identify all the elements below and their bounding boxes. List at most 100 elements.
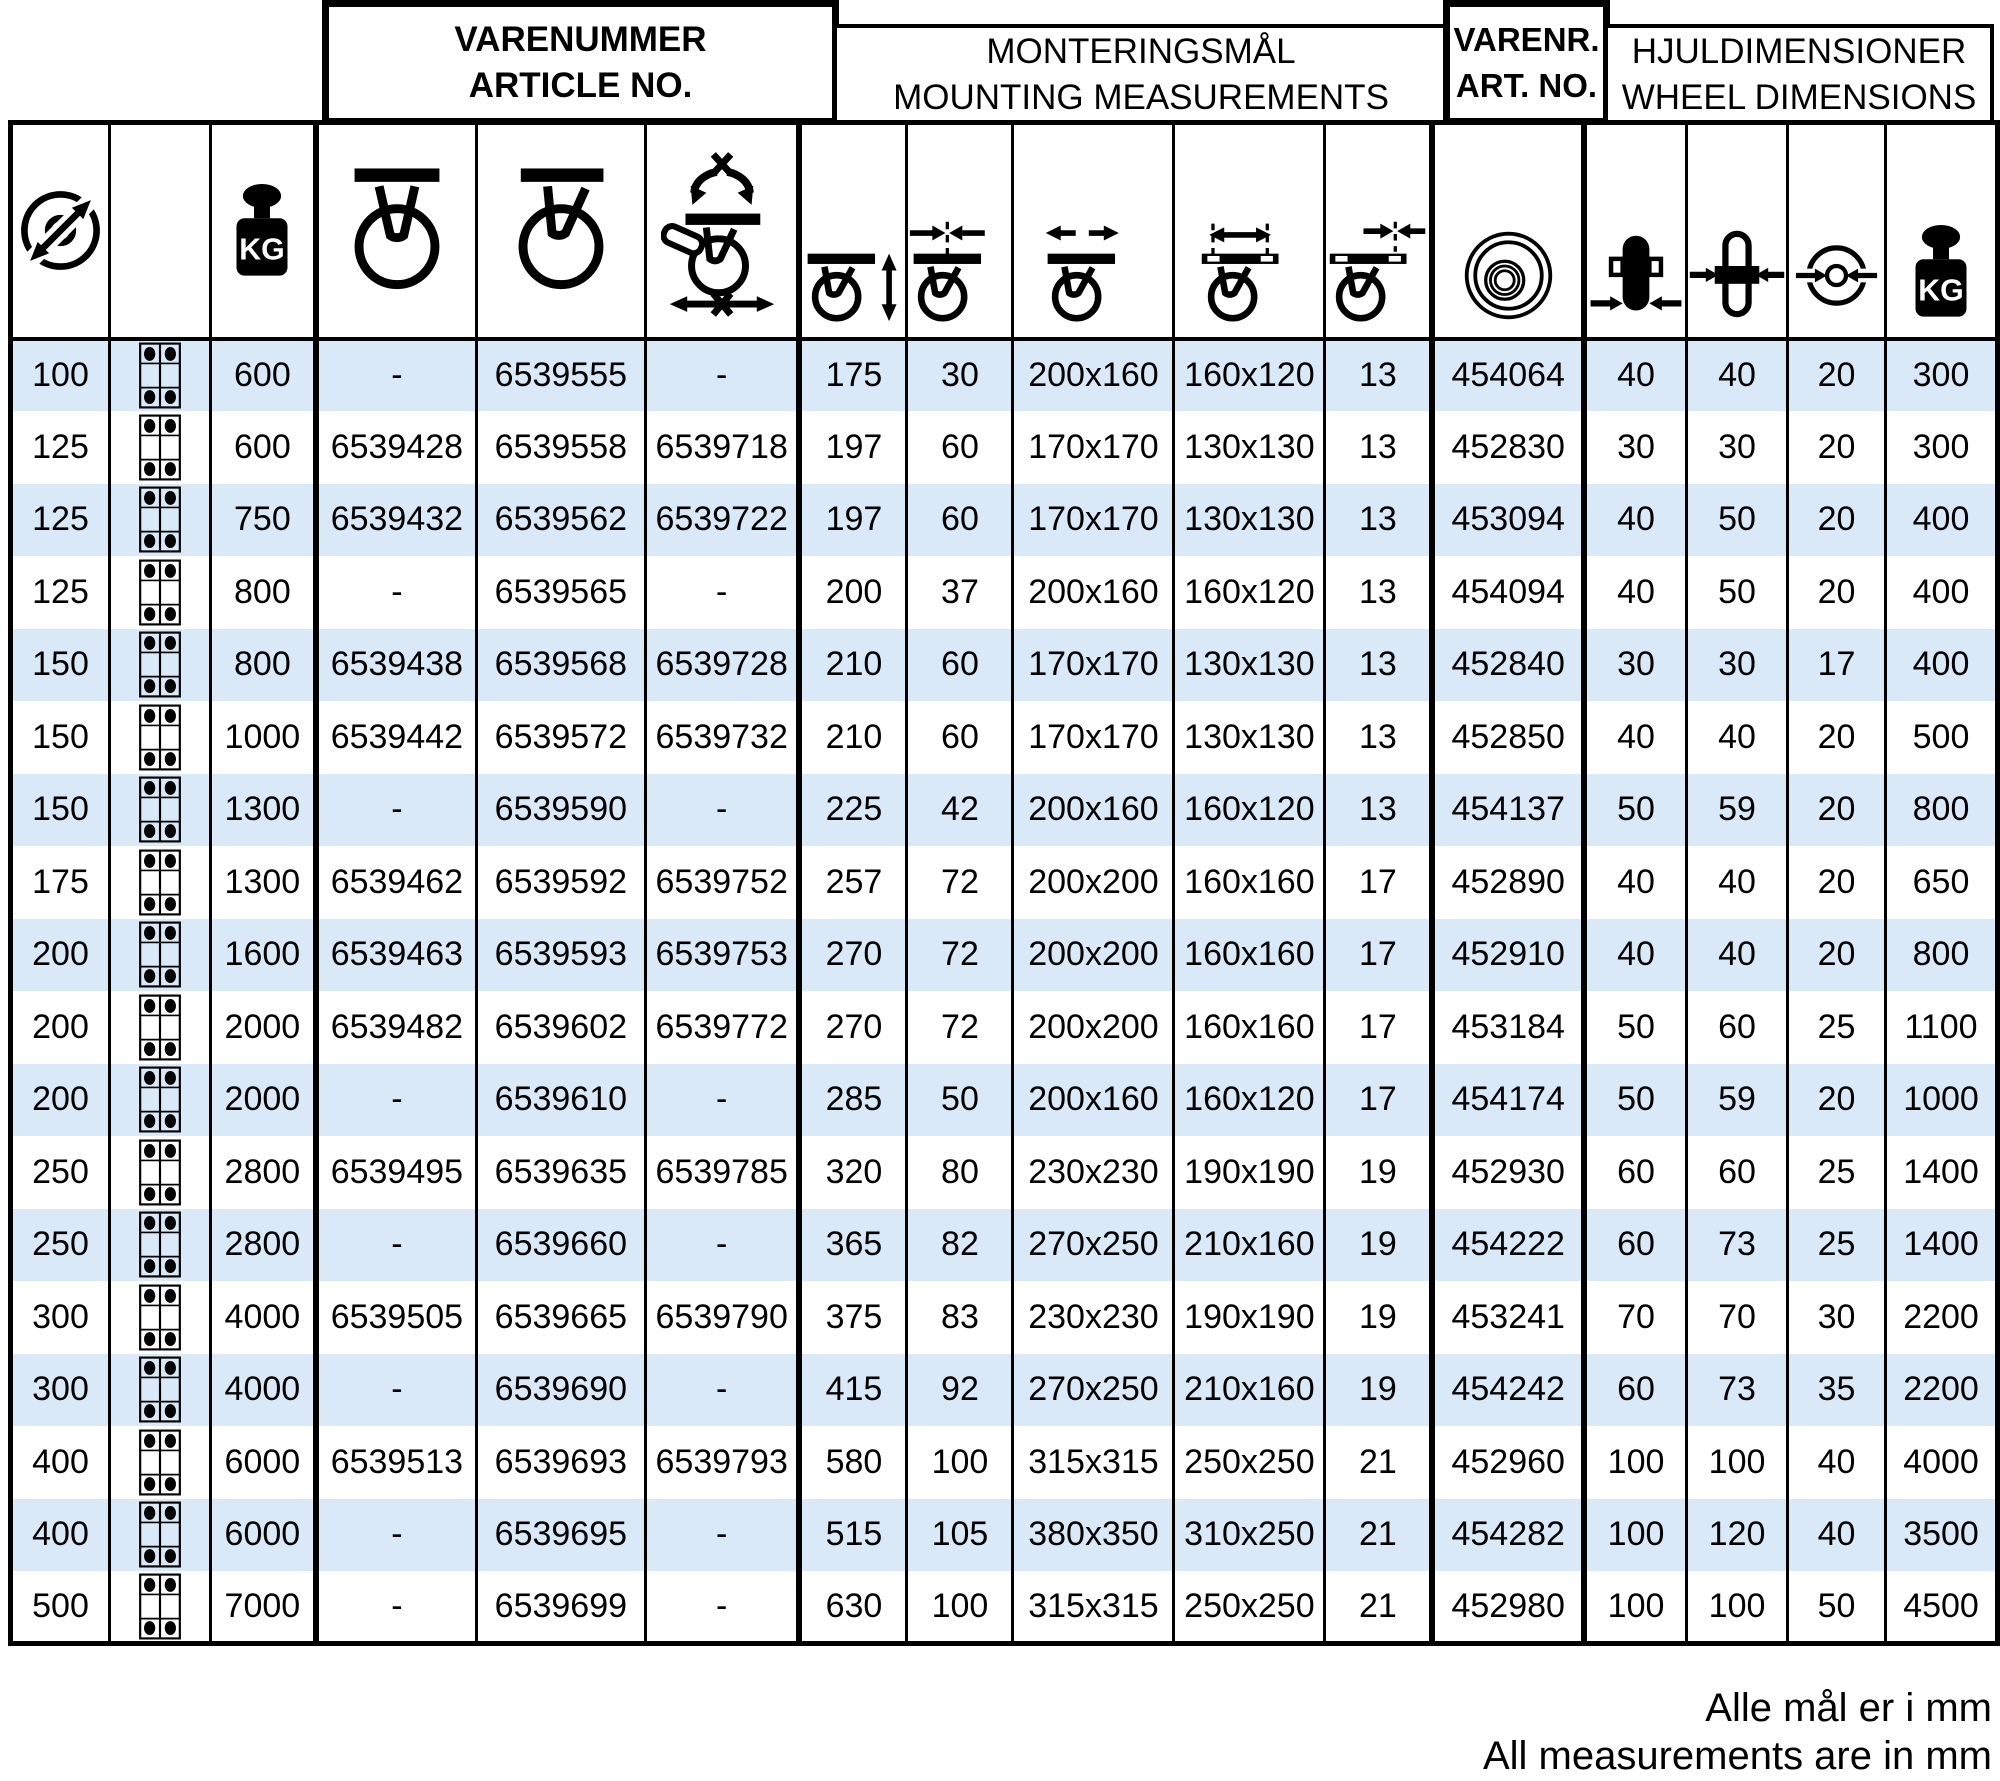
cell-swivel-offset: 105 (905, 1498, 1013, 1571)
cell-wheel-width: 100 (1581, 1571, 1687, 1644)
cell-wheel-width: 40 (1581, 338, 1687, 411)
cell-max-load: 650 (1884, 846, 1998, 919)
cell-hub-length: 100 (1685, 1571, 1788, 1644)
cell-load-capacity: 2000 (208, 991, 317, 1064)
header-mounting-height (796, 122, 907, 341)
cell-wheel-width: 50 (1581, 773, 1687, 846)
cell-wheel-diameter: 300 (10, 1353, 110, 1426)
cell-hub-length: 40 (1685, 846, 1788, 919)
cell-load-capacity: 4000 (208, 1281, 317, 1354)
cell-wheel-diameter: 125 (32, 572, 89, 611)
cell-hub-length: 50 (1685, 483, 1788, 556)
cell-load-capacity: 2800 (208, 1136, 317, 1209)
bolt-pattern-icon (138, 1429, 181, 1496)
cell-wheel-width: 40 (1581, 918, 1687, 991)
cell-plate-size: 270x250 (1011, 1353, 1174, 1426)
bolt-pattern-icon (138, 776, 181, 843)
cell-max-load: 4500 (1884, 1571, 1998, 1644)
cell-wheel-diameter: 500 (32, 1586, 89, 1625)
bolt-pattern-icon (138, 1284, 181, 1351)
cell-plate-size: 200x200 (1011, 991, 1174, 1064)
cell-bolt-pattern (108, 1426, 211, 1499)
cell-wheel-diameter: 300 (32, 1297, 89, 1336)
bolt-pattern-icon (138, 1356, 181, 1423)
cell-bolt-pattern (108, 1498, 211, 1571)
cell-wheel-article-no: 454064 (1429, 338, 1585, 411)
cell-plate-size: 170x170 (1011, 483, 1174, 556)
cell-hub-length: 60 (1685, 1136, 1788, 1209)
header-plate-size (1011, 122, 1174, 341)
cell-wheel-article-no: 453241 (1429, 1281, 1585, 1354)
wheel-icon (1464, 231, 1552, 319)
cell-wheel-diameter: 400 (10, 1498, 110, 1571)
cell-hub-length: 73 (1685, 1208, 1788, 1281)
table-row: 400 6000 6539513 6539693 6539793 580 100 315x3… (11, 1426, 1998, 1499)
cell-mounting-height: 197 (796, 483, 907, 556)
cell-article-no-swivel: 6539592 (474, 846, 646, 919)
cell-wheel-article-no: 454094 (1429, 556, 1585, 629)
cell-swivel-offset: 72 (905, 918, 1013, 991)
cell-mounting-height: 320 (796, 1136, 907, 1209)
cell-bore-diameter: 20 (1786, 483, 1886, 556)
cell-plate-size: 270x250 (1011, 1208, 1174, 1281)
hub-length-icon (1689, 230, 1785, 317)
bolt-pattern-icon (138, 849, 181, 916)
header-max-load: KG (1884, 122, 1998, 341)
cell-bolt-hole-diameter: 13 (1323, 701, 1433, 774)
table-row: 500 7000-6539699-630 100 315x315 250x250 21 4… (11, 1571, 1998, 1644)
cell-article-no-swivel-total-brake: 6539728 (643, 628, 800, 701)
bolt-pattern-icon (138, 342, 181, 409)
wheel-width-icon (1590, 235, 1682, 311)
cell-swivel-offset: 83 (905, 1281, 1013, 1354)
cell-mounting-height: 210 (796, 628, 907, 701)
cell-wheel-diameter: 175 (32, 862, 89, 901)
cell-article-no-swivel: 6539699 (474, 1571, 646, 1644)
cell-hub-length: 30 (1685, 628, 1788, 701)
cell-article-no-fixed: 6539513 (313, 1426, 477, 1499)
cell-plate-size: 380x350 (1011, 1498, 1174, 1571)
cell-bolt-hole-diameter: 13 (1323, 411, 1433, 484)
cell-wheel-width: 40 (1581, 846, 1687, 919)
cell-wheel-article-no: 452930 (1429, 1136, 1585, 1209)
cell-article-no-swivel-total-brake: - (643, 1353, 800, 1426)
cell-plate-size: 170x170 (1011, 628, 1174, 701)
cell-bolt-hole-diameter: 13 (1323, 628, 1433, 701)
cell-bolt-pattern (108, 701, 211, 774)
cell-hub-length: 30 (1685, 411, 1788, 484)
cell-article-no-swivel-total-brake: - (643, 1063, 800, 1136)
cell-hub-length: 40 (1685, 701, 1788, 774)
cell-max-load: 2200 (1884, 1281, 1998, 1354)
cell-bolt-hole-diameter: 21 (1323, 1571, 1433, 1644)
cell-load-capacity: 2000 (208, 1063, 317, 1136)
cell-article-no-swivel: 6539660 (474, 1208, 646, 1281)
cell-swivel-offset: 72 (905, 991, 1013, 1064)
cell-wheel-article-no: 452890 (1429, 846, 1585, 919)
bolt-hole-diameter-icon (1330, 221, 1426, 323)
group-header-article-no: VARENUMMER ARTICLE NO. (322, 0, 839, 125)
cell-wheel-article-no: 454222 (1429, 1208, 1585, 1281)
group-header-wheel-dimensions: HJULDIMENSIONER WHEEL DIMENSIONS (1604, 24, 1994, 125)
cell-article-no-swivel-total-brake: 6539718 (643, 411, 800, 484)
cell-bolt-hole-diameter: 13 (1323, 483, 1433, 556)
cell-mounting-height: 257 (796, 846, 907, 919)
cell-wheel-width: 40 (1581, 701, 1687, 774)
cell-bolt-hole-diameter: 13 (1323, 556, 1433, 629)
cell-article-no-swivel: 6539593 (474, 918, 646, 991)
cell-swivel-offset: 37 (905, 556, 1013, 629)
cell-wheel-article-no: 452980 (1429, 1571, 1585, 1644)
bolt-pattern-icon (138, 414, 181, 481)
cell-wheel-width: 60 (1581, 1353, 1687, 1426)
cell-bore-diameter: 20 (1786, 556, 1886, 629)
cell-bolt-hole-spacing: 160x120 (1172, 338, 1325, 411)
table-row: 250 2800 6539495 6539635 6539785 320 80 230x23… (11, 1136, 1998, 1209)
cell-bolt-hole-spacing: 160x160 (1172, 846, 1325, 919)
cell-load-capacity: 600 (208, 411, 317, 484)
bolt-pattern-icon (138, 1501, 181, 1568)
cell-swivel-offset: 60 (905, 411, 1013, 484)
swivel-caster-icon (518, 168, 604, 289)
cell-bolt-pattern (108, 1136, 211, 1209)
cell-hub-length: 50 (1685, 556, 1788, 629)
cell-wheel-width: 50 (1581, 991, 1687, 1064)
cell-bolt-hole-diameter: 19 (1323, 1136, 1433, 1209)
table-row: 125 750 6539432 6539562 6539722 197 60 170x170… (10, 483, 1998, 556)
